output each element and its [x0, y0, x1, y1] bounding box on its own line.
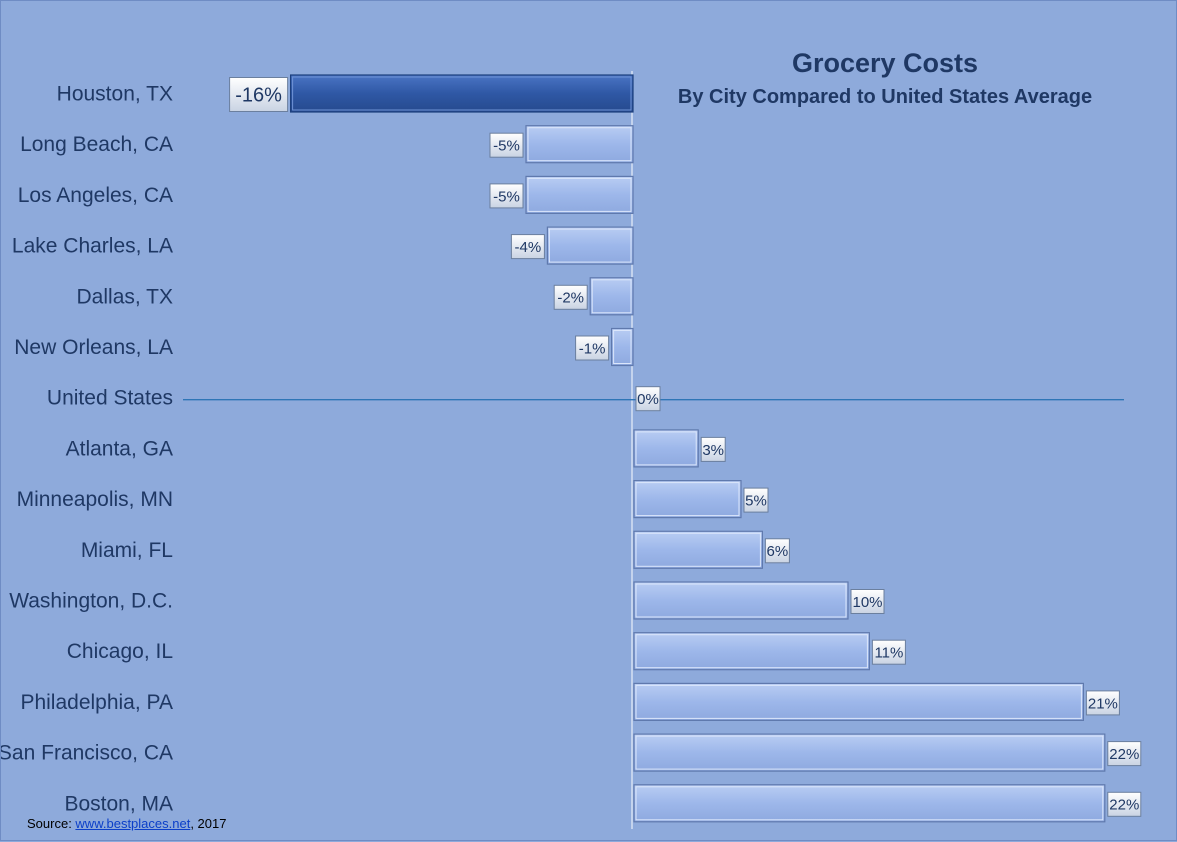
category-label-houston-tx: Houston, TX — [57, 83, 173, 106]
bar-minneapolis-mn — [633, 480, 742, 519]
data-label-box-los-angeles-ca — [489, 183, 524, 209]
category-label-long-beach-ca: Long Beach, CA — [20, 133, 173, 156]
category-label-new-orleans-la: New Orleans, LA — [14, 336, 173, 359]
bar-miami-fl — [633, 530, 763, 569]
bar-bevel-dallas-tx — [591, 279, 632, 314]
category-label-lake-charles-la: Lake Charles, LA — [12, 235, 173, 258]
category-label-boston-ma: Boston, MA — [64, 792, 173, 815]
data-label-chicago-il: 11% — [874, 645, 903, 662]
chart-subtitle: By City Compared to United States Averag… — [678, 86, 1092, 108]
data-label-houston-tx: -16% — [235, 85, 282, 107]
bar-long-beach-ca — [525, 125, 634, 164]
bar-houston-tx — [290, 74, 634, 113]
chart-title: Grocery Costs — [792, 48, 978, 78]
bar-new-orleans-la — [610, 327, 634, 367]
bar-dallas-tx — [589, 277, 634, 316]
category-label-minneapolis-mn: Minneapolis, MN — [17, 488, 173, 511]
bar-bevel-boston-ma — [635, 786, 1104, 821]
category-label-chicago-il: Chicago, IL — [67, 640, 173, 663]
bar-lake-charles-la — [546, 226, 634, 265]
bar-bevel-miami-fl — [635, 532, 761, 567]
category-label-miami-fl: Miami, FL — [81, 539, 173, 562]
bar-washington-d-c — [633, 581, 849, 620]
data-label-boston-ma: 22% — [1109, 797, 1139, 814]
bar-bevel-long-beach-ca — [527, 127, 632, 162]
bar-bevel-atlanta-ga — [635, 431, 697, 466]
data-label-box-minneapolis-mn — [743, 487, 769, 513]
data-label-box-new-orleans-la — [575, 335, 610, 361]
bar-bevel-lake-charles-la — [548, 228, 632, 263]
bar-los-angeles-ca — [525, 175, 634, 214]
data-label-box-atlanta-ga — [700, 436, 726, 462]
data-label-lake-charles-la: -4% — [515, 239, 542, 256]
bar-bevel-new-orleans-la — [613, 330, 632, 364]
source-suffix: , 2017 — [190, 816, 227, 831]
category-label-philadelphia-pa: Philadelphia, PA — [20, 691, 173, 714]
bar-bevel-philadelphia-pa — [635, 684, 1082, 719]
data-label-new-orleans-la: -1% — [579, 340, 606, 357]
bar-philadelphia-pa — [633, 682, 1084, 722]
bar-atlanta-ga — [633, 429, 699, 468]
data-label-washington-d-c: 10% — [852, 594, 882, 611]
bar-san-francisco-ca — [633, 733, 1106, 772]
bar-chicago-il — [633, 632, 870, 671]
category-label-los-angeles-ca: Los Angeles, CA — [18, 184, 173, 207]
data-label-box-philadelphia-pa — [1085, 690, 1120, 716]
data-label-miami-fl: 6% — [767, 543, 789, 560]
data-label-box-united-states — [635, 386, 661, 412]
source-note: Source: www.bestplaces.net, 2017 — [27, 816, 226, 831]
data-label-united-states: 0% — [637, 391, 659, 408]
bar-bevel-minneapolis-mn — [635, 482, 740, 517]
data-label-box-dallas-tx — [553, 284, 588, 310]
bar-boston-ma — [633, 784, 1106, 823]
data-label-box-miami-fl — [764, 538, 790, 564]
bar-bevel-houston-tx — [292, 76, 632, 111]
data-label-box-lake-charles-la — [510, 234, 545, 260]
data-label-box-long-beach-ca — [489, 132, 524, 158]
source-link[interactable]: www.bestplaces.net — [75, 816, 191, 831]
data-label-los-angeles-ca: -5% — [493, 188, 520, 205]
data-label-box-san-francisco-ca — [1107, 741, 1142, 767]
bar-bevel-washington-d-c — [635, 583, 847, 618]
data-label-box-houston-tx — [229, 77, 289, 112]
category-label-dallas-tx: Dallas, TX — [77, 285, 173, 308]
data-label-long-beach-ca: -5% — [493, 138, 520, 155]
category-label-atlanta-ga: Atlanta, GA — [66, 437, 173, 460]
category-label-san-francisco-ca: San Francisco, CA — [1, 742, 173, 765]
bar-bevel-chicago-il — [635, 634, 868, 669]
category-label-united-states: United States — [47, 387, 173, 410]
source-prefix: Source: — [27, 816, 76, 831]
bar-bevel-los-angeles-ca — [527, 177, 632, 212]
data-label-san-francisco-ca: 22% — [1109, 746, 1139, 763]
data-label-box-chicago-il — [871, 639, 906, 665]
bar-bevel-san-francisco-ca — [635, 735, 1104, 770]
data-label-dallas-tx: -2% — [557, 290, 584, 307]
data-label-philadelphia-pa: 21% — [1088, 695, 1118, 712]
data-label-atlanta-ga: 3% — [702, 442, 724, 459]
data-label-minneapolis-mn: 5% — [745, 493, 767, 510]
category-label-washington-d-c: Washington, D.C. — [9, 590, 173, 613]
data-label-box-boston-ma — [1107, 791, 1142, 817]
data-label-box-washington-d-c — [850, 589, 885, 614]
